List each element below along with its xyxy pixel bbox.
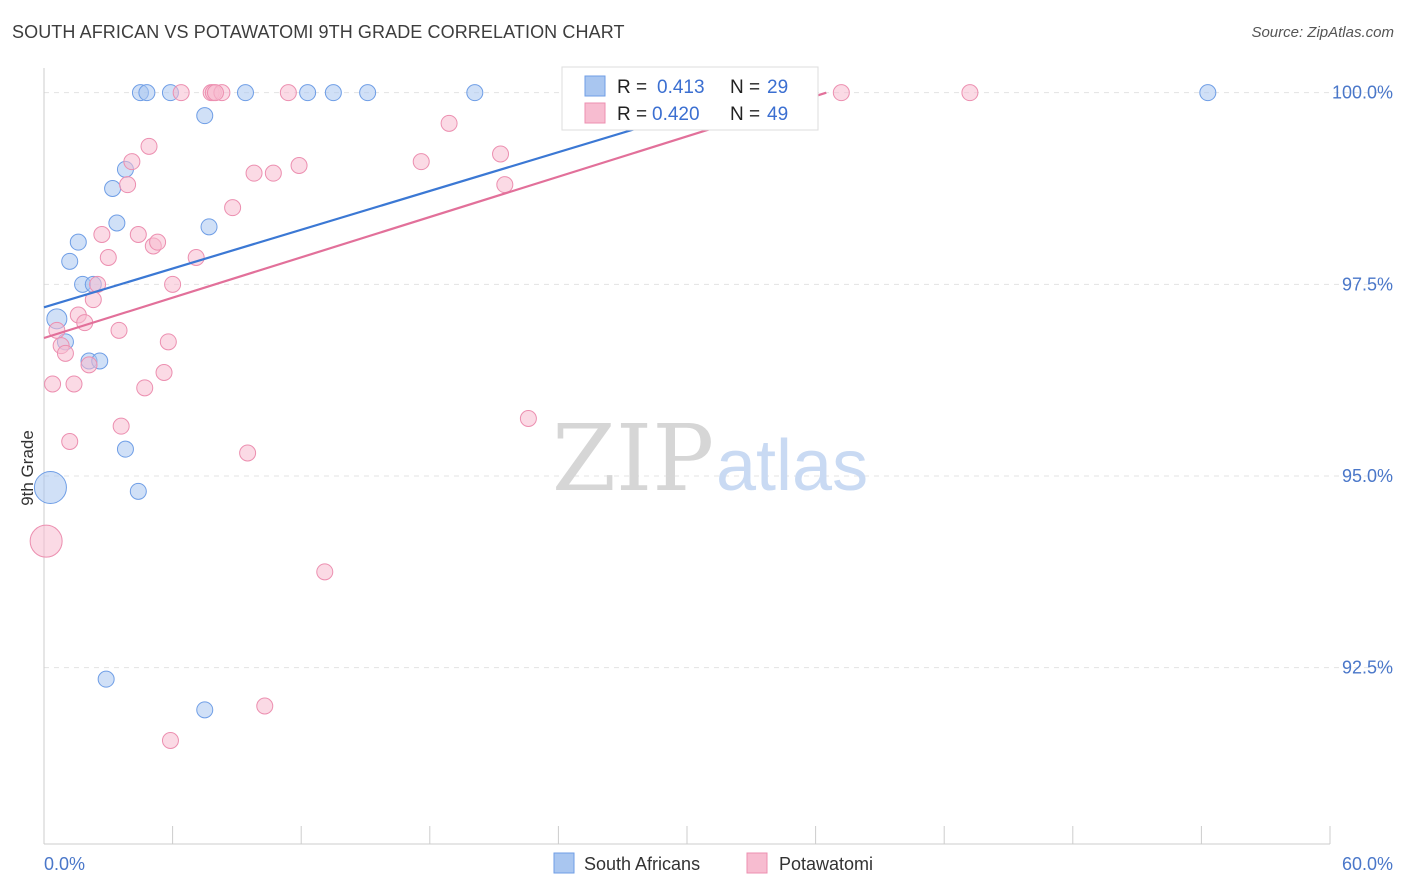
grid-lines (44, 92, 1392, 669)
data-points (29, 84, 1217, 749)
point-potawatomi-41 (440, 114, 458, 132)
point-potawatomi-35 (279, 84, 297, 102)
stats-r-label-2: R = (617, 104, 647, 125)
y-axis-label: 9th Grade (18, 430, 37, 506)
x-tick-label-0: 0.0% (44, 854, 85, 874)
stats-n-label-1: N = (730, 77, 760, 98)
point-south-africans-10 (108, 214, 126, 232)
point-south-africans-19 (236, 84, 254, 102)
point-potawatomi-14 (110, 321, 128, 339)
point-south-africans-3 (61, 252, 79, 270)
stats-n-value-2: 49 (767, 104, 788, 125)
point-potawatomi-39 (316, 563, 334, 581)
point-south-africans-4 (69, 233, 87, 251)
point-potawatomi-0 (29, 524, 63, 558)
point-potawatomi-11 (89, 275, 107, 293)
y-tick-label-2: 95.0% (1342, 466, 1393, 486)
point-south-africans-21 (324, 84, 342, 102)
legend-label-potawatomi: Potawatomi (779, 854, 873, 874)
point-potawatomi-37 (256, 697, 274, 715)
point-potawatomi-42 (492, 145, 510, 163)
stats-r-label-1: R = (617, 77, 647, 98)
point-potawatomi-9 (80, 356, 98, 374)
point-potawatomi-17 (123, 153, 141, 171)
point-potawatomi-15 (112, 417, 130, 435)
axes (43, 68, 1331, 845)
trend-line-potawatomi (43, 91, 827, 340)
stats-swatch-south-africans (584, 75, 606, 97)
legend-swatch-potawatomi (746, 852, 768, 874)
series-legend: South Africans Potawatomi (553, 852, 873, 874)
stats-r-value-2: 0.420 (652, 104, 700, 125)
watermark-zip: ZIP (552, 405, 714, 512)
source-credit: Source: ZipAtlas.com (1251, 24, 1394, 41)
point-potawatomi-23 (155, 364, 173, 381)
point-potawatomi-25 (164, 275, 182, 293)
point-south-africans-24 (1199, 84, 1217, 102)
point-potawatomi-34 (264, 164, 282, 182)
legend-swatch-south-africans (553, 852, 575, 874)
legend-label-south-africans: South Africans (584, 854, 700, 874)
tick-labels: 100.0% 97.5% 95.0% 92.5% 0.0% 60.0% (44, 83, 1393, 874)
point-south-africans-12 (116, 440, 134, 458)
point-potawatomi-26 (172, 84, 190, 102)
point-potawatomi-31 (224, 199, 242, 217)
point-potawatomi-46 (832, 84, 850, 102)
point-potawatomi-18 (129, 226, 147, 243)
point-potawatomi-33 (245, 164, 263, 182)
point-south-africans-23 (466, 84, 484, 102)
point-potawatomi-32 (239, 444, 257, 462)
y-tick-label-3: 92.5% (1342, 658, 1393, 678)
x-tick-label-1: 60.0% (1342, 854, 1393, 874)
point-potawatomi-47 (961, 84, 979, 102)
point-potawatomi-12 (93, 226, 111, 243)
point-potawatomi-5 (61, 433, 79, 450)
point-south-africans-15 (138, 84, 156, 102)
point-potawatomi-6 (65, 375, 83, 393)
point-potawatomi-38 (161, 732, 179, 749)
point-south-africans-18 (200, 218, 218, 236)
y-tick-label-0: 100.0% (1332, 83, 1393, 103)
point-potawatomi-1 (44, 375, 62, 393)
point-potawatomi-48 (206, 84, 224, 102)
watermark-atlas: atlas (716, 426, 868, 506)
point-potawatomi-13 (99, 249, 117, 266)
point-south-africans-22 (359, 84, 377, 102)
point-potawatomi-16 (119, 176, 137, 194)
point-potawatomi-24 (159, 333, 177, 351)
watermark: ZIP atlas (552, 405, 868, 512)
stats-legend-box: R = 0.413 N = 29 R = 0.420 N = 49 (561, 66, 819, 131)
stats-n-value-1: 29 (767, 77, 788, 98)
point-south-africans-26 (196, 701, 214, 719)
stats-r-value-1: 0.413 (657, 77, 705, 98)
point-potawatomi-40 (412, 153, 430, 171)
point-potawatomi-19 (136, 379, 154, 397)
point-potawatomi-44 (519, 410, 537, 427)
point-potawatomi-22 (149, 233, 167, 251)
point-south-africans-17 (196, 107, 214, 125)
point-south-africans-9 (104, 180, 122, 197)
point-potawatomi-20 (140, 137, 158, 155)
point-potawatomi-43 (496, 176, 514, 194)
stats-swatch-potawatomi (584, 102, 606, 124)
chart-title: SOUTH AFRICAN VS POTAWATOMI 9TH GRADE CO… (12, 22, 625, 42)
y-tick-label-1: 97.5% (1342, 274, 1393, 294)
point-potawatomi-4 (56, 344, 74, 362)
stats-n-label-2: N = (730, 104, 760, 125)
point-south-africans-0 (33, 471, 67, 504)
point-south-africans-20 (299, 84, 317, 102)
point-south-africans-13 (129, 482, 147, 500)
point-south-africans-25 (97, 670, 115, 688)
point-potawatomi-36 (290, 157, 308, 174)
